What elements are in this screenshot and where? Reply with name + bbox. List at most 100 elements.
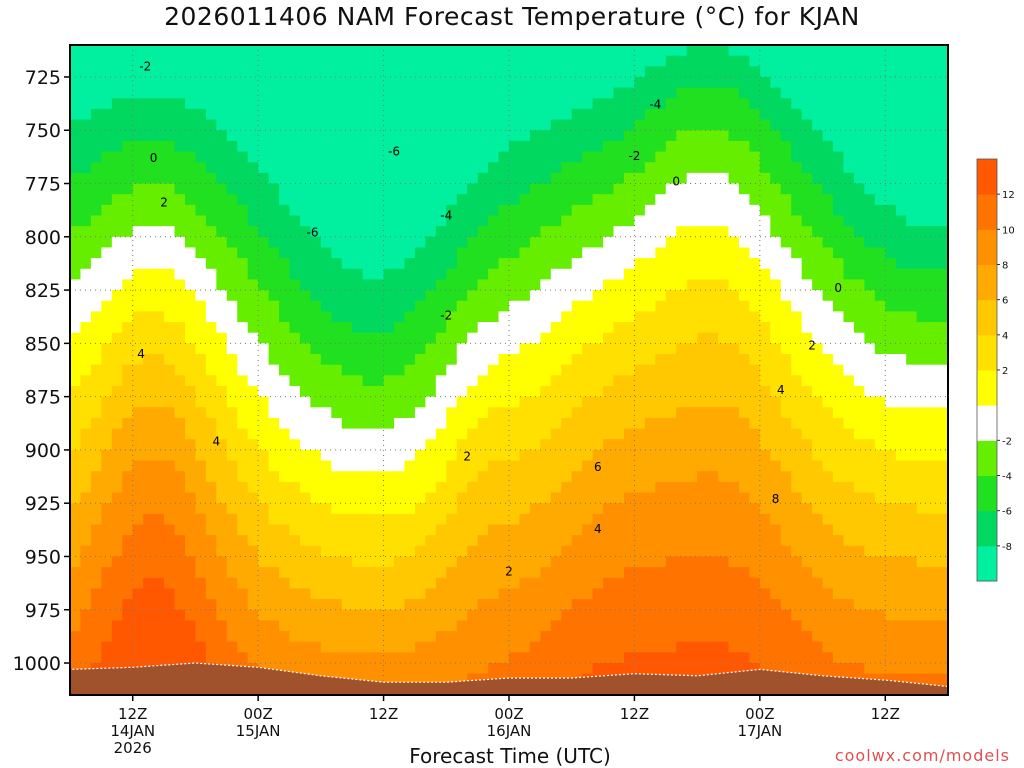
temperature-cell bbox=[509, 513, 521, 526]
temperature-cell bbox=[801, 620, 813, 632]
temperature-cell bbox=[738, 417, 750, 430]
temperature-cell bbox=[331, 545, 343, 558]
temperature-cell bbox=[498, 460, 510, 472]
temperature-cell bbox=[383, 631, 395, 643]
temperature-cell bbox=[164, 599, 176, 611]
temperature-cell bbox=[728, 535, 740, 547]
temperature-cell bbox=[101, 226, 113, 238]
temperature-cell bbox=[352, 471, 364, 483]
temperature-cell bbox=[101, 151, 113, 163]
temperature-cell bbox=[446, 588, 458, 600]
temperature-cell bbox=[122, 194, 134, 206]
temperature-cell bbox=[373, 545, 385, 558]
temperature-cell bbox=[770, 567, 782, 579]
temperature-cell bbox=[550, 215, 562, 227]
temperature-cell bbox=[184, 172, 197, 185]
temperature-cell bbox=[101, 354, 113, 366]
temperature-cell bbox=[174, 609, 186, 622]
temperature-cell bbox=[143, 162, 155, 174]
temperature-cell bbox=[864, 471, 876, 483]
temperature-cell bbox=[143, 609, 155, 622]
temperature-cell bbox=[331, 268, 343, 281]
temperature-cell bbox=[707, 641, 719, 653]
temperature-cell bbox=[70, 439, 82, 451]
temperature-cell bbox=[592, 588, 604, 600]
temperature-cell bbox=[833, 396, 845, 408]
temperature-cell bbox=[143, 652, 155, 664]
temperature-cell bbox=[906, 663, 918, 675]
temperature-cell bbox=[205, 364, 217, 376]
temperature-cell bbox=[352, 396, 364, 408]
temperature-cell bbox=[509, 641, 521, 653]
temperature-cell bbox=[916, 140, 928, 153]
temperature-cell bbox=[362, 290, 374, 302]
temperature-cell bbox=[320, 364, 332, 376]
temperature-cell bbox=[310, 641, 322, 653]
temperature-cell bbox=[383, 247, 395, 259]
temperature-cell bbox=[70, 641, 82, 653]
temperature-cell bbox=[164, 172, 176, 185]
temperature-cell bbox=[488, 290, 500, 302]
temperature-cell bbox=[718, 524, 730, 536]
temperature-cell bbox=[80, 119, 92, 131]
temperature-cell bbox=[529, 268, 541, 281]
temperature-cell bbox=[237, 641, 249, 653]
temperature-cell bbox=[289, 588, 301, 600]
temperature-cell bbox=[540, 588, 552, 600]
temperature-cell bbox=[801, 108, 813, 121]
temperature-cell bbox=[613, 535, 625, 547]
temperature-cell bbox=[404, 268, 416, 281]
temperature-cell bbox=[394, 492, 406, 504]
temperature-cell bbox=[425, 215, 437, 227]
temperature-cell bbox=[467, 140, 479, 153]
temperature-cell bbox=[383, 162, 395, 174]
temperature-cell bbox=[331, 641, 343, 653]
temperature-cell bbox=[446, 641, 458, 653]
temperature-cell bbox=[843, 183, 855, 195]
temperature-cell bbox=[122, 535, 134, 547]
temperature-cell bbox=[833, 385, 845, 398]
temperature-cell bbox=[331, 524, 343, 536]
temperature-cell bbox=[456, 396, 468, 408]
temperature-cell bbox=[655, 652, 667, 664]
temperature-cell bbox=[477, 577, 489, 590]
temperature-cell bbox=[582, 460, 594, 472]
temperature-cell bbox=[707, 364, 719, 376]
temperature-cell bbox=[373, 449, 385, 462]
temperature-cell bbox=[728, 354, 740, 366]
temperature-cell bbox=[414, 535, 426, 547]
temperature-cell bbox=[456, 290, 468, 302]
temperature-cell bbox=[676, 332, 688, 344]
temperature-cell bbox=[864, 194, 876, 206]
temperature-cell bbox=[101, 119, 113, 131]
temperature-cell bbox=[341, 620, 353, 632]
temperature-cell bbox=[738, 66, 750, 78]
temperature-cell bbox=[676, 140, 688, 153]
temperature-cell bbox=[101, 322, 113, 334]
temperature-cell bbox=[268, 439, 280, 451]
temperature-cell bbox=[759, 226, 771, 238]
temperature-cell bbox=[833, 503, 845, 515]
temperature-cell bbox=[488, 279, 500, 291]
temperature-cell bbox=[289, 545, 301, 558]
temperature-cell bbox=[132, 204, 144, 217]
temperature-cell bbox=[216, 513, 228, 526]
temperature-cell bbox=[467, 631, 479, 643]
temperature-cell bbox=[101, 556, 113, 568]
temperature-cell bbox=[853, 513, 865, 526]
temperature-cell bbox=[174, 492, 186, 504]
temperature-cell bbox=[299, 45, 311, 57]
temperature-cell bbox=[906, 45, 918, 57]
temperature-cell bbox=[801, 567, 813, 579]
temperature-cell bbox=[665, 343, 677, 355]
temperature-cell bbox=[467, 513, 479, 526]
temperature-cell bbox=[728, 609, 740, 622]
temperature-cell bbox=[153, 119, 165, 131]
temperature-cell bbox=[634, 385, 646, 398]
temperature-cell bbox=[226, 535, 238, 547]
temperature-cell bbox=[582, 503, 594, 515]
temperature-cell bbox=[331, 652, 343, 664]
temperature-cell bbox=[153, 140, 165, 153]
temperature-cell bbox=[550, 375, 562, 387]
temperature-cell bbox=[373, 364, 385, 376]
